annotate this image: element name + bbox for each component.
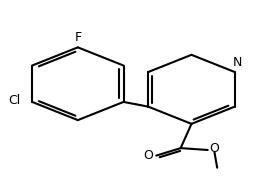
Text: N: N (233, 56, 242, 69)
Text: O: O (209, 142, 220, 155)
Text: O: O (143, 149, 153, 162)
Text: Cl: Cl (8, 94, 21, 107)
Text: F: F (74, 31, 81, 44)
